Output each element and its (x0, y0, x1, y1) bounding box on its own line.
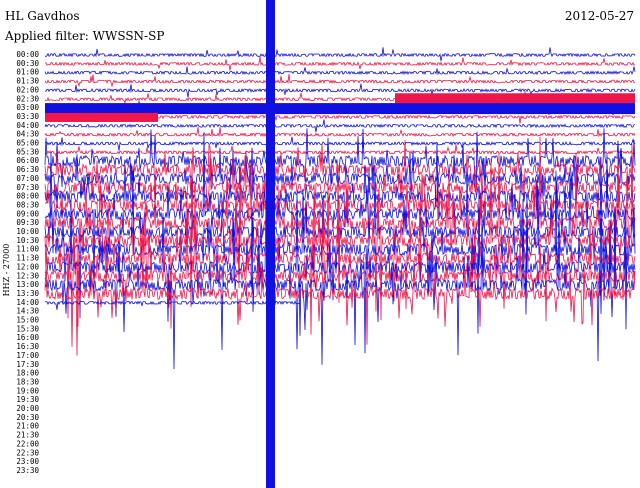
row-label: 18:30 (16, 377, 39, 386)
row-label: 05:30 (16, 147, 39, 156)
row-label: 14:00 (16, 298, 39, 307)
row-label: 09:00 (16, 209, 39, 218)
row-label: 15:30 (16, 324, 39, 333)
row-label: 19:00 (16, 386, 39, 395)
row-label: 07:30 (16, 183, 39, 192)
trace (44, 73, 636, 88)
row-label: 21:30 (16, 431, 39, 440)
row-label: 04:30 (16, 130, 39, 139)
row-label: 06:30 (16, 165, 39, 174)
trace (44, 136, 636, 151)
row-label: 10:30 (16, 236, 39, 245)
trace (44, 147, 636, 209)
row-label: 12:00 (16, 262, 39, 271)
row-label: 09:30 (16, 218, 39, 227)
trace (44, 172, 636, 345)
row-label: 13:30 (16, 289, 39, 298)
row-label: 01:30 (16, 77, 39, 86)
row-label: 11:30 (16, 254, 39, 263)
saturated-band (395, 93, 635, 104)
row-label: 01:00 (16, 68, 39, 77)
row-label: 04:00 (16, 121, 39, 130)
row-label: 13:00 (16, 280, 39, 289)
row-label: 08:30 (16, 200, 39, 209)
row-label: 17:00 (16, 351, 39, 360)
channel-label: HHZ - 27000 (2, 244, 11, 297)
trace (44, 140, 636, 200)
date: 2012-05-27 (565, 9, 634, 23)
trace (45, 56, 636, 71)
station-name: HL Gavdhos (5, 9, 80, 23)
row-label: 14:30 (16, 307, 39, 316)
filter-label: Applied filter: WWSSN-SP (4, 29, 164, 43)
row-label: 06:00 (16, 156, 39, 165)
row-label: 03:00 (16, 103, 39, 112)
row-label: 23:00 (16, 457, 39, 466)
row-label: 07:00 (16, 174, 39, 183)
row-label: 12:30 (16, 271, 39, 280)
row-label: 20:00 (16, 404, 39, 413)
row-label: 20:30 (16, 413, 39, 422)
row-label: 03:30 (16, 112, 39, 121)
trace (44, 144, 636, 158)
row-label: 05:00 (16, 139, 39, 148)
row-label: 23:30 (16, 466, 39, 475)
saturated-band (45, 103, 635, 115)
trace (44, 136, 636, 308)
row-label: 11:00 (16, 245, 39, 254)
row-label: 02:00 (16, 85, 39, 94)
row-label: 00:00 (16, 50, 39, 59)
row-label: 17:30 (16, 360, 39, 369)
row-label: 08:00 (16, 192, 39, 201)
traces (44, 0, 636, 488)
trace (44, 83, 636, 98)
row-label: 15:00 (16, 316, 39, 325)
trace (44, 260, 636, 327)
trace (44, 119, 636, 133)
row-label: 22:00 (16, 439, 39, 448)
row-label: 21:00 (16, 422, 39, 431)
row-label: 22:30 (16, 448, 39, 457)
row-label: 02:30 (16, 94, 39, 103)
row-label: 16:30 (16, 342, 39, 351)
trace (44, 66, 636, 76)
row-label: 18:00 (16, 369, 39, 378)
row-label: 10:00 (16, 227, 39, 236)
trace (44, 47, 636, 62)
row-label: 16:00 (16, 333, 39, 342)
row-label: 19:30 (16, 395, 39, 404)
trace (44, 300, 300, 310)
row-label: 00:30 (16, 59, 39, 68)
trace (44, 128, 636, 195)
trace (44, 126, 636, 138)
saturated-band (45, 112, 158, 122)
event-trace (266, 0, 275, 488)
